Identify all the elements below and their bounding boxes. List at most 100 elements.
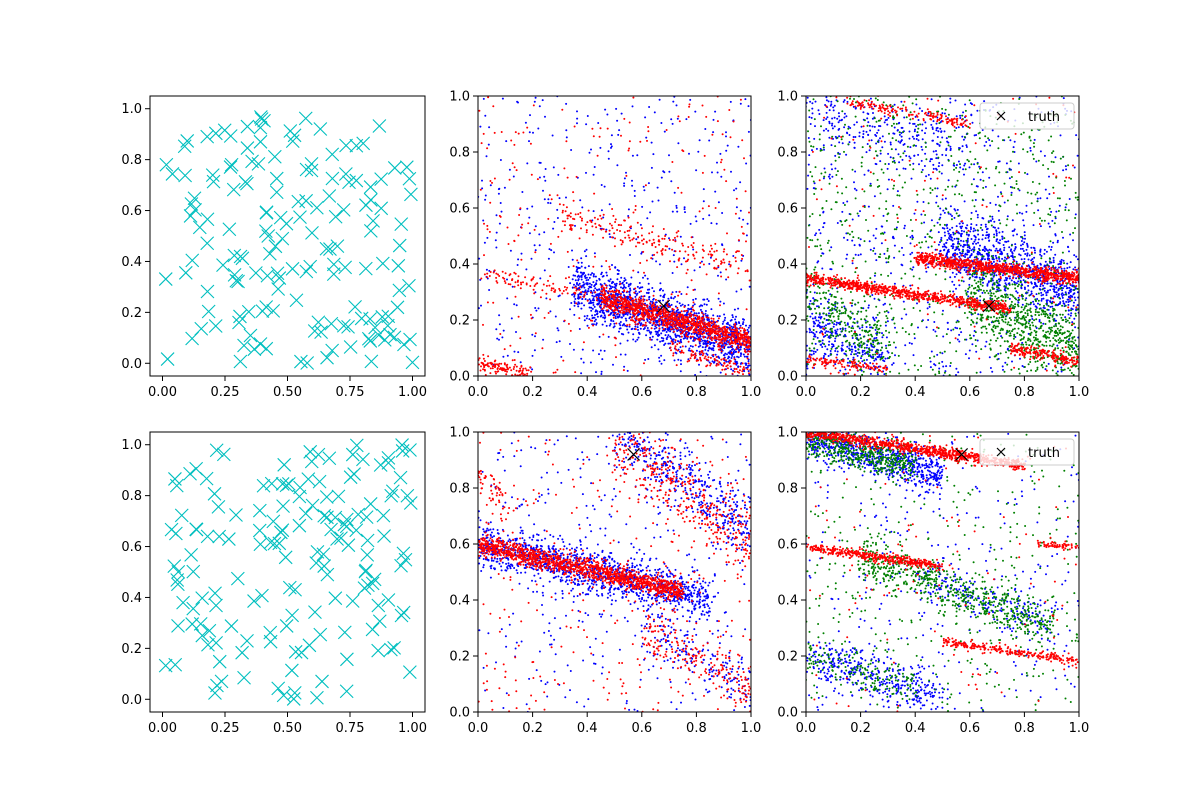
data-point [710,253,712,256]
data-point [643,306,646,309]
data-point [694,317,697,320]
data-point [681,321,684,324]
data-point [583,275,586,278]
data-point [1039,285,1042,288]
data-point [547,279,549,282]
data-point [638,287,641,290]
data-point [687,116,690,118]
data-point [625,308,628,311]
data-point [641,239,643,242]
data-point [614,237,616,240]
data-point [520,365,523,368]
data-point [478,109,481,112]
data-point [377,332,392,347]
data-point [636,221,639,224]
data-point [743,350,746,353]
data-point [601,358,604,361]
data-point [647,313,649,316]
data-point [701,350,703,352]
data-point [322,189,337,203]
data-point [507,283,510,286]
data-point [614,287,617,290]
data-point [632,333,635,336]
data-point [732,369,735,372]
data-point [642,318,645,321]
data-point [748,372,750,375]
data-point [963,230,966,233]
data-point [949,276,952,279]
data-point [963,243,965,246]
data-point [671,248,674,251]
data-point [670,312,673,315]
data-point [747,370,750,373]
data-point [695,359,698,362]
data-point [733,308,736,311]
data-point [631,319,634,322]
data-point [338,260,353,275]
data-point [501,336,504,339]
data-point [710,244,712,247]
data-point [505,140,508,143]
data-point [724,339,727,342]
data-point [646,288,649,291]
data-point [942,209,945,212]
data-point [628,311,631,314]
data-point [723,168,726,171]
data-point [681,331,684,334]
data-point [653,253,656,256]
data-point [1043,282,1046,285]
data-point [608,229,611,232]
y-tick-label: 0.0 [449,370,470,385]
data-point [602,306,605,309]
data-point [602,275,605,277]
data-point [653,241,656,244]
data-point [596,154,599,157]
data-point [611,208,614,210]
data-point [577,284,580,287]
data-point [629,254,631,256]
data-point [712,118,715,121]
data-point [597,302,600,305]
data-point [394,217,409,231]
data-point [299,193,314,208]
data-point [593,295,596,298]
data-point [549,242,552,245]
data-point [714,339,717,342]
data-point [533,244,536,247]
data-point [602,216,605,219]
data-point [955,273,958,276]
data-point [836,353,839,356]
data-point [562,359,565,362]
data-point [938,252,941,255]
data-point [651,200,654,203]
data-point [737,365,740,368]
data-point [628,323,631,326]
data-point [687,358,690,361]
data-point [493,131,496,134]
data-point [722,354,725,357]
data-point [569,226,572,228]
data-point [977,241,980,244]
data-point [627,216,630,219]
data-point [402,171,417,186]
data-point [1024,288,1026,290]
data-point [960,232,963,235]
data-point [508,168,511,171]
data-point [613,232,616,235]
data-point [610,295,613,297]
data-point [657,333,660,336]
data-point [612,320,615,323]
data-point [547,217,550,220]
data-point [660,336,663,339]
data-point [615,356,617,359]
data-point [486,276,489,279]
data-point [509,283,512,286]
data-point [687,253,690,256]
data-point [1010,248,1013,251]
data-point [668,239,671,241]
data-point [939,213,942,216]
data-point [1069,314,1072,317]
data-point [651,242,654,245]
data-point [717,325,720,328]
data-point [701,304,704,307]
